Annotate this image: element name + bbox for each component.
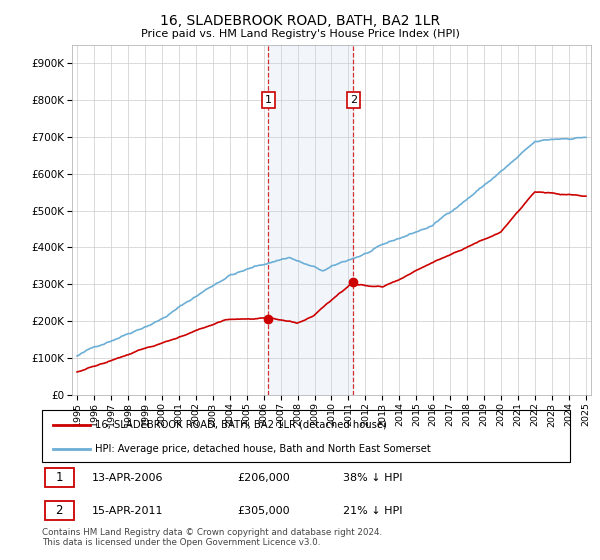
Text: 2: 2 [350, 95, 357, 105]
Text: 16, SLADEBROOK ROAD, BATH, BA2 1LR: 16, SLADEBROOK ROAD, BATH, BA2 1LR [160, 14, 440, 28]
Text: 1: 1 [265, 95, 272, 105]
Text: HPI: Average price, detached house, Bath and North East Somerset: HPI: Average price, detached house, Bath… [95, 444, 431, 454]
Text: Price paid vs. HM Land Registry's House Price Index (HPI): Price paid vs. HM Land Registry's House … [140, 29, 460, 39]
Text: 16, SLADEBROOK ROAD, BATH, BA2 1LR (detached house): 16, SLADEBROOK ROAD, BATH, BA2 1LR (deta… [95, 420, 386, 430]
Text: 15-APR-2011: 15-APR-2011 [92, 506, 164, 516]
Text: 38% ↓ HPI: 38% ↓ HPI [343, 473, 403, 483]
Text: 21% ↓ HPI: 21% ↓ HPI [343, 506, 403, 516]
Bar [268, 45, 353, 395]
Text: 1: 1 [55, 471, 63, 484]
Text: £206,000: £206,000 [238, 473, 290, 483]
Text: £305,000: £305,000 [238, 506, 290, 516]
Text: 2: 2 [55, 504, 63, 517]
Text: Contains HM Land Registry data © Crown copyright and database right 2024.
This d: Contains HM Land Registry data © Crown c… [42, 528, 382, 547]
Text: 13-APR-2006: 13-APR-2006 [92, 473, 164, 483]
